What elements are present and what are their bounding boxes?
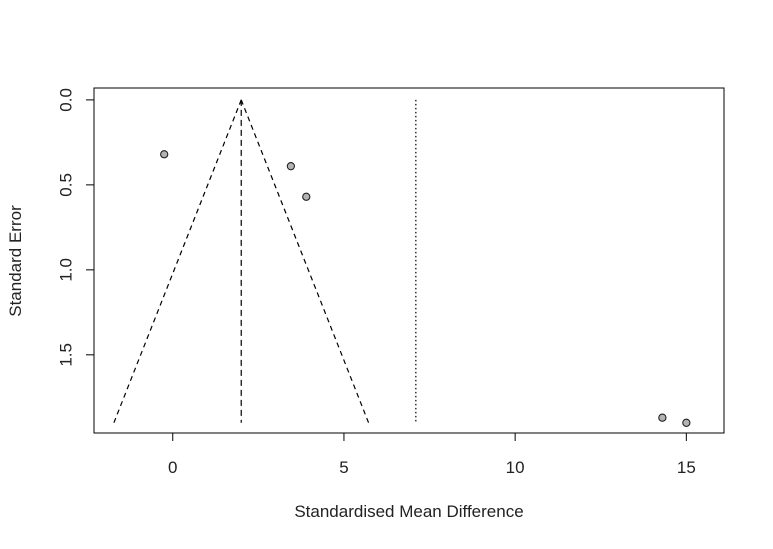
y-tick-label: 0.5	[57, 173, 76, 197]
data-point	[658, 413, 667, 422]
y-axis: 0.0 0.5 1.0 1.5	[57, 88, 95, 367]
funnel-right-line	[240, 99, 370, 424]
data-point	[302, 192, 311, 201]
y-tick-label: 1.0	[57, 258, 76, 282]
data-point	[286, 162, 296, 171]
funnel-layer	[113, 99, 370, 424]
x-tick-label: 0	[168, 458, 177, 477]
x-axis-label: Standardised Mean Difference	[294, 502, 523, 521]
reference-lines	[240, 99, 417, 423]
data-point	[160, 150, 169, 159]
x-tick-label: 15	[677, 458, 696, 477]
funnel-left-line	[113, 99, 242, 424]
x-tick-label: 10	[506, 458, 525, 477]
plot-area-frame	[93, 87, 725, 434]
x-tick-label: 5	[339, 458, 348, 477]
data-points	[160, 150, 691, 427]
x-axis: 0 5 10 15	[168, 432, 696, 477]
data-point	[682, 418, 691, 427]
y-tick-label: 1.5	[57, 343, 76, 367]
y-tick-label: 0.0	[57, 88, 76, 112]
y-axis-label: Standard Error	[6, 205, 25, 317]
